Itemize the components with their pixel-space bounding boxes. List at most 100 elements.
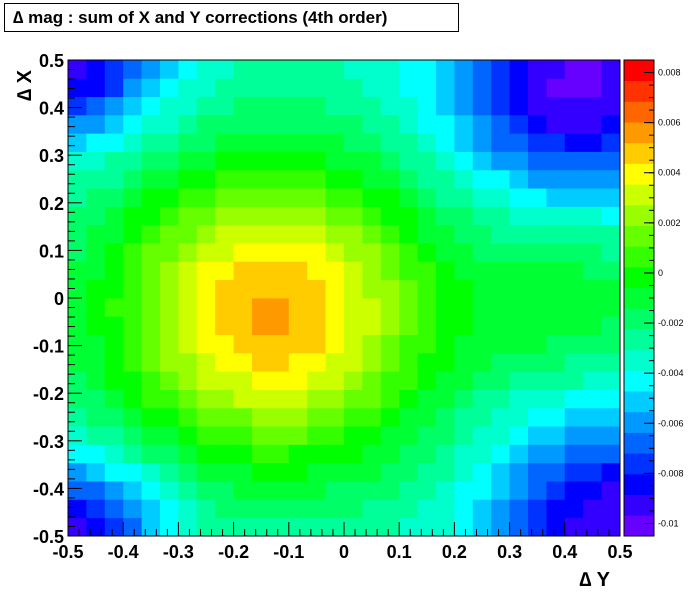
heatmap-cell (399, 261, 418, 281)
heatmap-cell (196, 133, 216, 152)
heatmap-cell (288, 316, 308, 336)
heatmap-cell (307, 60, 326, 79)
heatmap-cell (68, 169, 87, 189)
palette-swatch (624, 432, 654, 454)
heatmap-cell (362, 352, 382, 372)
heatmap-cell (123, 96, 142, 116)
heatmap-cell (325, 298, 345, 317)
palette-swatch (624, 411, 654, 433)
heatmap-cell (380, 389, 400, 409)
x-tick-label: -0.4 (108, 542, 139, 562)
heatmap-cell (233, 60, 253, 79)
palette-swatch (624, 122, 654, 144)
heatmap-cell (307, 462, 326, 482)
heatmap-cell (472, 279, 492, 299)
heatmap-cell (601, 444, 621, 464)
heatmap-cell (307, 407, 326, 427)
heatmap-cell (564, 462, 584, 482)
heatmap-cell (160, 462, 179, 482)
heatmap-cell (546, 78, 566, 98)
heatmap-cell (178, 169, 198, 189)
heatmap-cell (270, 499, 290, 519)
heatmap-cell (104, 352, 124, 372)
heatmap-cell (399, 407, 418, 427)
heatmap-cell (270, 96, 290, 116)
heatmap-cell (141, 151, 161, 171)
heatmap-cell (288, 352, 308, 372)
heatmap-cell (196, 188, 216, 207)
heatmap-cell (233, 389, 253, 409)
heatmap-cell (325, 243, 345, 262)
heatmap-cell (417, 462, 437, 482)
palette-swatch (624, 329, 654, 351)
heatmap-cell (491, 169, 510, 189)
heatmap-cell (509, 114, 529, 134)
heatmap-cell (288, 499, 308, 519)
y-tick-label: 0.4 (39, 99, 64, 119)
heatmap-cell (325, 279, 345, 299)
heatmap-cell (528, 188, 547, 207)
heatmap-cell (252, 444, 271, 464)
heatmap-cell (362, 169, 382, 189)
heatmap-cell (86, 298, 106, 317)
heatmap-cell (362, 499, 382, 519)
heatmap-cell (491, 407, 510, 427)
heatmap-cell (104, 462, 124, 482)
heatmap-cell (344, 407, 363, 427)
heatmap-cell (546, 243, 566, 262)
heatmap-cell (546, 352, 566, 372)
heatmap-cell (123, 279, 142, 299)
heatmap-cell (601, 151, 621, 171)
heatmap-cell (86, 426, 106, 445)
heatmap-cell (68, 206, 87, 226)
heatmap-cell (583, 279, 602, 299)
heatmap-cell (509, 389, 529, 409)
heatmap-cell (528, 298, 547, 317)
heatmap-cell (509, 78, 529, 98)
heatmap-cell (288, 224, 308, 244)
heatmap-cell (233, 169, 253, 189)
heatmap-cell (417, 96, 437, 116)
heatmap-cell (509, 352, 529, 372)
heatmap-cell (491, 243, 510, 262)
heatmap-cell (380, 60, 400, 79)
heatmap-cell (196, 499, 216, 519)
heatmap-cell (233, 517, 253, 537)
heatmap-cell (270, 352, 290, 372)
heatmap-cell (564, 96, 584, 116)
heatmap-cell (380, 517, 400, 537)
heatmap-cell (436, 426, 455, 445)
heatmap-cell (417, 298, 437, 317)
heatmap-cell (528, 407, 547, 427)
heatmap-cell (160, 279, 179, 299)
heatmap-cell (454, 243, 474, 262)
heatmap-cell (178, 243, 198, 262)
heatmap-cell (123, 151, 142, 171)
heatmap-cell (362, 133, 382, 152)
heatmap-cell (196, 60, 216, 79)
heatmap-cell (472, 188, 492, 207)
heatmap-cell (601, 298, 621, 317)
heatmap-cell (601, 279, 621, 299)
heatmap-cell (215, 206, 234, 226)
heatmap-cell (252, 462, 271, 482)
x-axis-title: ∆ Y (579, 569, 610, 591)
heatmap-cell (178, 352, 198, 372)
heatmap-cell (546, 316, 566, 336)
heatmap-cell (509, 444, 529, 464)
heatmap-cell (141, 279, 161, 299)
heatmap-cell (601, 426, 621, 445)
heatmap-cell (178, 462, 198, 482)
heatmap-cell (196, 371, 216, 390)
heatmap-cell (601, 407, 621, 427)
palette-swatch (624, 80, 654, 102)
heatmap-cell (68, 444, 87, 464)
heatmap-cell (344, 78, 363, 98)
heatmap-cell (307, 169, 326, 189)
heatmap-cell (564, 188, 584, 207)
palette-swatch (624, 246, 654, 268)
heatmap-cell (307, 481, 326, 500)
palette-swatch (624, 287, 654, 309)
heatmap-cell (583, 206, 602, 226)
heatmap-cell (104, 206, 124, 226)
